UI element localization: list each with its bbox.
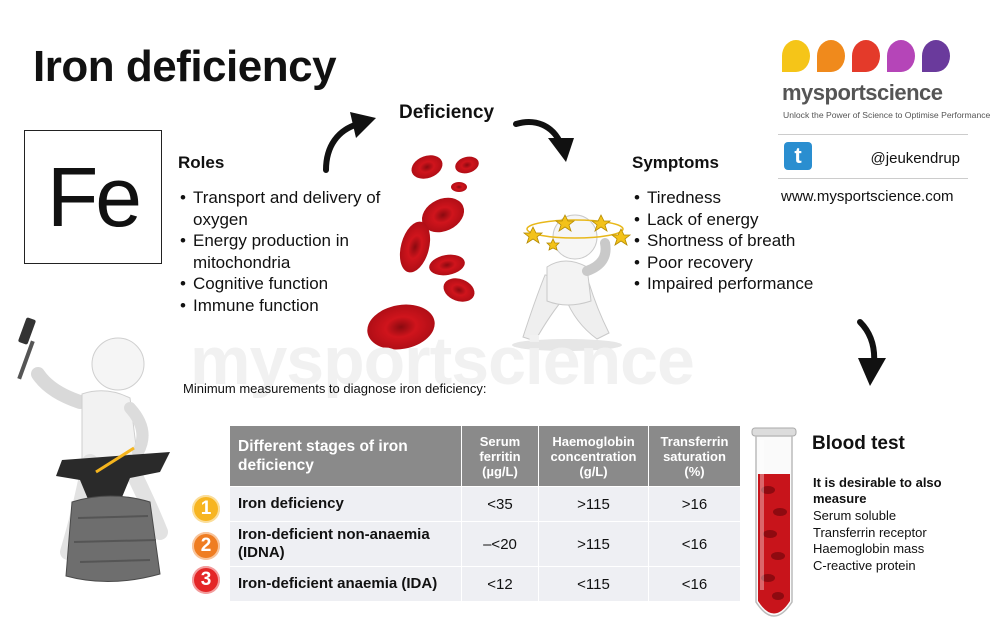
column-header: Transferrin saturation (%) <box>649 426 740 486</box>
logo-dot <box>922 40 950 72</box>
ferritin-cell: <35 <box>462 486 539 521</box>
red-blood-cells-illustration <box>367 155 479 350</box>
stage-cell: Iron-deficient anaemia (IDA) <box>230 566 462 601</box>
logo-dot <box>887 40 915 72</box>
brand-logo <box>782 40 950 72</box>
brand-name: mysportscience <box>782 80 943 105</box>
column-header: Haemoglobin concentration (g/L) <box>539 426 649 486</box>
list-item: Impaired performance <box>632 273 852 295</box>
twitter-icon[interactable]: t <box>784 142 812 170</box>
list-item: Serum soluble <box>813 508 897 523</box>
red-blood-cell-icon <box>451 182 467 192</box>
blacksmith-figure <box>17 317 170 582</box>
red-blood-cell-icon <box>367 304 435 350</box>
list-item: Shortness of breath <box>632 230 852 252</box>
element-symbol: Fe <box>46 149 142 244</box>
divider <box>778 134 968 135</box>
blood-test-list: Serum soluble Transferrin receptor Haemo… <box>813 508 927 574</box>
transferrin-cell: <16 <box>649 521 740 566</box>
brand-panel: mysportscience Unlock the Power of Scien… <box>778 40 990 216</box>
deficiency-label: Deficiency <box>399 102 495 123</box>
table-header-row: Different stages of iron deficiency Seru… <box>230 426 740 486</box>
red-blood-cell-icon <box>429 254 465 276</box>
red-blood-cell-icon <box>411 155 443 179</box>
dizzy-figure <box>512 214 632 351</box>
twitter-handle[interactable]: @jeukendrup <box>870 150 960 167</box>
test-tube-icon <box>751 427 797 617</box>
red-blood-cell-icon <box>399 221 431 273</box>
measurements-label: Minimum measurements to diagnose iron de… <box>183 381 487 396</box>
watermark: mysportscience <box>190 323 695 399</box>
table-row: Iron-deficient anaemia (IDA) <12 <115 <1… <box>230 566 740 601</box>
symptoms-heading: Symptoms <box>632 153 719 172</box>
brand-tagline: Unlock the Power of Science to Optimise … <box>783 110 991 120</box>
website-link[interactable]: www.mysportscience.com <box>781 188 954 205</box>
curved-arrow-icon <box>513 119 574 162</box>
list-item: Tiredness <box>632 187 852 209</box>
roles-list: Transport and delivery of oxygen Energy … <box>178 187 423 316</box>
list-item: Transport and delivery of oxygen <box>178 187 423 230</box>
transferrin-cell: >16 <box>649 486 740 521</box>
red-blood-cell-icon <box>455 156 479 174</box>
blood-test-heading: Blood test <box>812 433 905 454</box>
stage-cell: Iron-deficient non-anaemia (IDNA) <box>230 521 462 566</box>
stage-3-badge: 3 <box>192 566 220 594</box>
list-item: Lack of energy <box>632 209 852 231</box>
ferritin-cell: <12 <box>462 566 539 601</box>
page-title: Iron deficiency <box>33 42 337 91</box>
table-row: Iron-deficient non-anaemia (IDNA) –<20 >… <box>230 521 740 566</box>
divider <box>778 178 968 179</box>
table-row: Iron deficiency <35 >115 >16 <box>230 486 740 521</box>
haemoglobin-cell: >115 <box>539 486 649 521</box>
ferritin-cell: –<20 <box>462 521 539 566</box>
logo-dot <box>852 40 880 72</box>
iron-stage-table: Different stages of iron deficiency Seru… <box>230 426 740 601</box>
logo-dot <box>817 40 845 72</box>
list-item: Transferrin receptor <box>813 524 927 540</box>
stage-cell: Iron deficiency <box>230 486 462 521</box>
blood-test-note: It is desirable to also measure <box>813 475 942 506</box>
list-item: Energy production in mitochondria <box>178 230 423 273</box>
symptoms-list: Tiredness Lack of energy Shortness of br… <box>632 187 852 295</box>
stage-2-badge: 2 <box>192 532 220 560</box>
column-header: Serum ferritin (µg/L) <box>462 426 539 486</box>
stage-1-badge: 1 <box>192 495 220 523</box>
star-icon <box>522 214 632 251</box>
transferrin-cell: <16 <box>649 566 740 601</box>
column-header: Different stages of iron deficiency <box>230 426 462 486</box>
list-item: Haemoglobin mass <box>813 541 925 556</box>
red-blood-cell-icon <box>421 197 465 233</box>
logo-dot <box>782 40 810 72</box>
curved-arrow-icon <box>857 319 886 386</box>
list-item: C-reactive protein <box>813 557 916 573</box>
haemoglobin-cell: >115 <box>539 521 649 566</box>
red-blood-cell-icon <box>443 278 475 302</box>
list-item: Cognitive function <box>178 273 423 295</box>
haemoglobin-cell: <115 <box>539 566 649 601</box>
element-symbol-box: Fe <box>24 130 162 264</box>
list-item: Poor recovery <box>632 252 852 274</box>
roles-heading: Roles <box>178 153 225 172</box>
curved-arrow-icon <box>323 112 376 173</box>
list-item: Immune function <box>178 295 423 317</box>
